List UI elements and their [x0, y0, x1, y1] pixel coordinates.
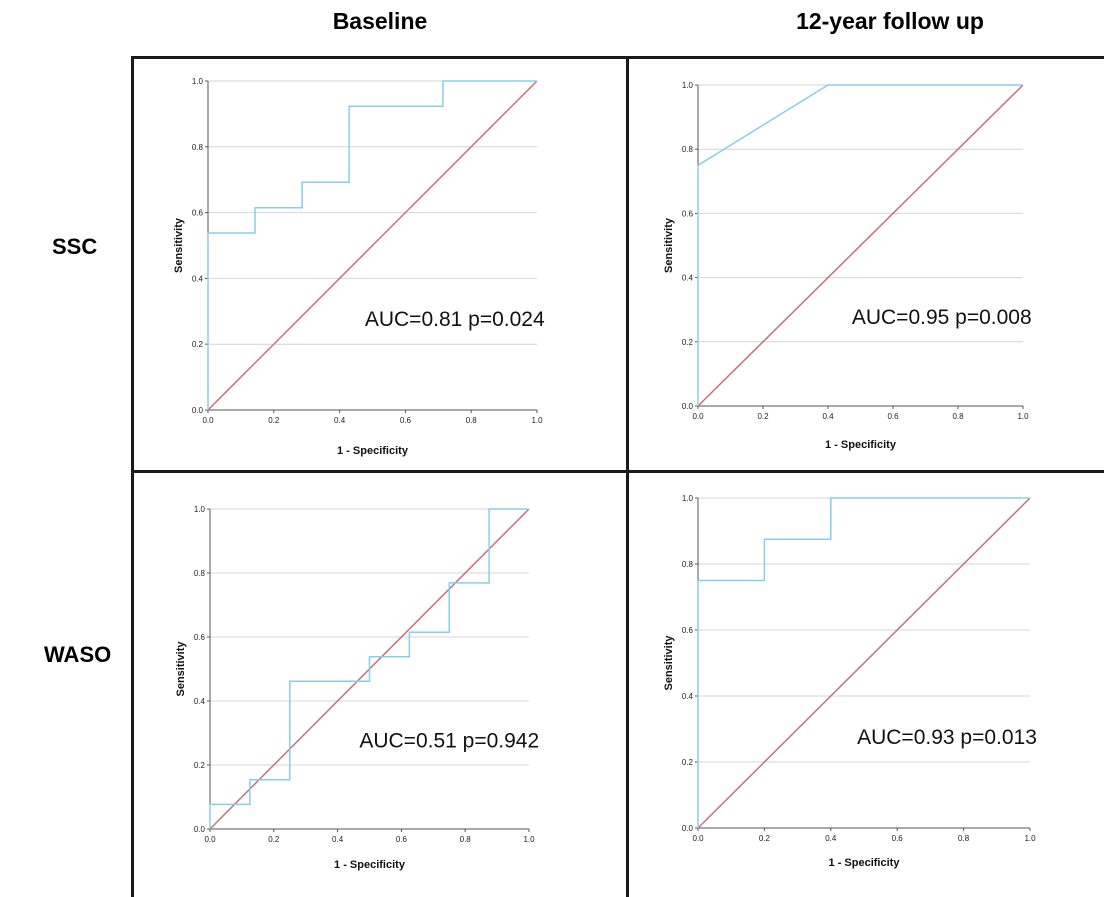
- auc-annotation: AUC=0.93 p=0.013: [857, 726, 1037, 749]
- y-tick-label: 0.4: [192, 274, 204, 283]
- x-tick-label: 0.6: [396, 835, 408, 844]
- roc-chart-ssc-baseline: 0.00.0 0.2 0.2 0.4 0.4 0.6 0.6 0.8 0.8 1.0 1.0 1 - …: [173, 77, 545, 457]
- y-tick-label: 0.0: [682, 402, 694, 411]
- y-tick-label: 0.0: [194, 825, 206, 834]
- reference-diagonal-line: [697, 84, 1024, 407]
- table-frame-top: [131, 56, 1104, 59]
- y-tick-label: 0.0: [682, 824, 694, 833]
- x-tick-label: 0.6: [892, 834, 904, 843]
- row-header-ssc: SSC: [52, 234, 98, 259]
- y-tick-label: 0.2: [682, 338, 694, 347]
- roc-panel-ssc-baseline: 0.0 0.0 0.2 0.2 0.4 0.4 0.6 0.6 0.8 0.8 1.0 1.0 1 - …: [155, 70, 605, 460]
- column-header-baseline: Baseline: [332, 8, 428, 34]
- y-tick-label: 0.8: [192, 143, 204, 152]
- y-tick-label: 0.8: [682, 560, 694, 569]
- reference-diagonal-line: [697, 497, 1031, 829]
- y-tick-label: 1.0: [192, 77, 204, 86]
- y-tick-label: 1.0: [682, 494, 694, 503]
- x-tick-label: 1.0: [1024, 834, 1036, 843]
- x-axis-title: 1 - Specificity: [334, 859, 406, 871]
- auc-annotation: AUC=0.95 p=0.008: [852, 306, 1032, 329]
- roc-panel-waso-baseline: 0.0 0.0 0.2 0.2 0.4 0.4 0.6 0.6 0.8 0.8 1.0 1.0 1 - …: [155, 500, 595, 880]
- x-tick-label: 0.0: [204, 835, 216, 844]
- x-tick-label: 0.8: [466, 416, 478, 425]
- x-tick-label: 0.6: [400, 416, 412, 425]
- y-tick-label: 0.6: [682, 626, 694, 635]
- y-tick-label: 0.4: [682, 692, 694, 701]
- x-tick-label: 0.4: [822, 412, 834, 421]
- y-tick-label: 0.8: [682, 145, 694, 154]
- y-tick-label: 0.6: [682, 209, 694, 218]
- x-tick-label: 1.0: [531, 416, 543, 425]
- row-header-waso: WASO: [44, 642, 112, 667]
- x-tick-label: 0.8: [952, 412, 964, 421]
- roc-curve: [209, 508, 529, 829]
- x-tick-label: 0.4: [334, 416, 346, 425]
- y-axis-title: Sensitivity: [173, 217, 185, 273]
- column-header-12-year-follow-up: 12-year follow up: [796, 8, 984, 34]
- y-tick-label: 0.4: [194, 697, 206, 706]
- x-axis-title: 1 - Specificity: [825, 439, 897, 451]
- roc-panel-ssc-12-year: 0.0 0.0 0.2 0.2 0.4 0.4 0.6 0.6 0.8 0.8 1.0 1.0 1 - …: [650, 75, 1090, 455]
- table-frame-middle-horizontal: [131, 470, 1104, 473]
- x-axis-title: 1 - Specificity: [337, 445, 409, 457]
- x-tick-label: 0.0: [202, 416, 214, 425]
- reference-diagonal-line: [207, 80, 538, 411]
- y-tick-label: 0.2: [192, 340, 204, 349]
- x-tick-label: 0.6: [887, 412, 899, 421]
- x-tick-label: 0.8: [460, 835, 472, 844]
- table-frame-left: [131, 56, 134, 897]
- y-tick-label: 1.0: [682, 81, 694, 90]
- y-tick-label: 0.2: [194, 761, 206, 770]
- y-tick-label: 0.6: [192, 209, 204, 218]
- y-axis-title: Sensitivity: [663, 635, 675, 691]
- x-tick-label: 0.4: [332, 835, 344, 844]
- y-tick-label: 0.8: [194, 569, 206, 578]
- y-tick-label: 0.6: [194, 633, 206, 642]
- x-axis-title: 1 - Specificity: [829, 857, 901, 869]
- roc-chart-ssc-12-year: 0.00.0 0.2 0.2 0.4 0.4 0.6 0.6 0.8 0.8 1.0 1.0 1 - …: [663, 81, 1032, 451]
- x-tick-label: 0.0: [692, 834, 704, 843]
- y-tick-label: 0.4: [682, 274, 694, 283]
- roc-curve: [697, 497, 1030, 828]
- x-tick-label: 0.4: [825, 834, 837, 843]
- roc-chart-waso-baseline: 0.00.0 0.2 0.2 0.4 0.4 0.6 0.6 0.8 0.8 1.0 1.0 1 - …: [175, 505, 539, 871]
- table-frame-middle-vertical: [626, 56, 629, 897]
- x-tick-label: 0.2: [757, 412, 769, 421]
- roc-chart-waso-12-year: 0.00.0 0.2 0.2 0.4 0.4 0.6 0.6 0.8 0.8 1.0 1.0 1 - …: [663, 494, 1037, 869]
- roc-curve: [697, 84, 1023, 406]
- auc-annotation: AUC=0.81 p=0.024: [365, 308, 545, 331]
- x-tick-label: 0.2: [759, 834, 771, 843]
- auc-annotation: AUC=0.51 p=0.942: [359, 729, 539, 752]
- x-tick-label: 0.8: [958, 834, 970, 843]
- x-tick-label: 1.0: [523, 835, 535, 844]
- roc-panel-waso-12-year: 0.0 0.0 0.2 0.2 0.4 0.4 0.6 0.6 0.8 0.8 1.0 1.0 1 - …: [650, 488, 1090, 878]
- x-tick-label: 1.0: [1017, 412, 1029, 421]
- roc-curve: [207, 80, 537, 410]
- y-tick-label: 1.0: [194, 505, 206, 514]
- y-axis-title: Sensitivity: [663, 217, 675, 273]
- x-tick-label: 0.2: [268, 835, 280, 844]
- y-axis-title: Sensitivity: [175, 641, 187, 697]
- y-tick-label: 0.0: [192, 406, 204, 415]
- x-tick-label: 0.0: [692, 412, 704, 421]
- y-tick-label: 0.2: [682, 758, 694, 767]
- x-tick-label: 0.2: [268, 416, 280, 425]
